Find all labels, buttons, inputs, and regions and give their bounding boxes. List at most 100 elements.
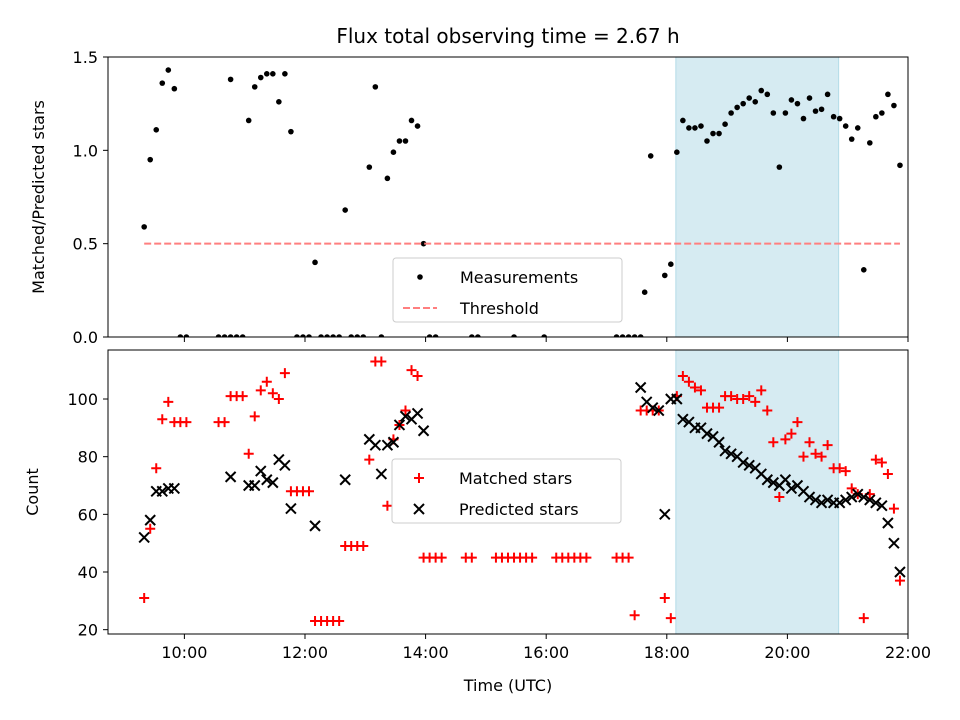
data-point [613,334,620,337]
bottom-panel: 10:00 12:00 14:00 16:00 18:00 20:00 22:00 20 40 6… [23,349,931,695]
data-point [840,466,851,477]
y-tick-label: 100 [67,390,98,409]
data-point [770,110,777,116]
data-point [852,488,864,500]
data-point [625,334,632,337]
data-point [776,164,783,170]
data-point [138,531,150,544]
data-point [239,334,246,337]
data-point [475,334,481,337]
data-point [710,130,716,137]
data-point [659,592,670,603]
highlight-span [675,56,840,338]
data-point [412,370,423,381]
data-point [683,376,694,387]
data-point [237,391,248,402]
legend-label: Matched stars [459,469,572,488]
data-point [870,454,881,465]
data-point [647,153,654,159]
data-point [279,459,291,472]
data-point [767,476,780,489]
data-point [686,125,692,131]
data-point [623,552,634,563]
data-point [157,414,168,425]
data-point [782,110,789,116]
data-point [848,136,855,142]
data-point [738,394,749,405]
data-point [846,491,858,503]
data-point [165,67,172,73]
data-point [369,439,382,451]
data-point [839,494,852,506]
data-point [378,334,385,337]
data-point [426,334,433,337]
data-point [891,102,897,109]
data-point [300,334,306,337]
data-point [786,428,797,439]
data-point [168,482,181,495]
data-point [224,471,237,483]
data-point [894,575,905,586]
data-point [306,334,312,337]
data-point [830,113,837,120]
data-point [888,537,900,549]
y-axis-label: Count [23,468,42,516]
data-point [870,497,882,509]
data-point [810,448,821,459]
data-point [804,437,815,448]
data-point [631,334,638,337]
data-point [701,427,713,440]
data-point [897,162,903,169]
data-point [381,439,394,451]
data-point [774,492,785,503]
data-point [764,91,771,98]
legend-label: Threshold [459,299,539,318]
data-point [147,156,154,163]
data-point [267,388,278,399]
data-point [668,261,674,268]
data-point [689,382,700,393]
data-point [366,164,373,170]
data-point [800,115,807,122]
data-point [714,402,725,413]
data-point [411,407,424,420]
data-point [145,523,156,534]
data-point [806,95,813,101]
data-point [177,334,184,337]
data-point [402,138,409,144]
data-point [743,459,755,472]
data-point [719,445,731,457]
data-point [387,436,400,448]
series-1 [139,356,905,627]
data-point [698,123,704,129]
data-point [282,71,288,77]
data-point [233,334,240,337]
data-point [821,494,834,506]
data-point [396,138,403,144]
data-point [375,468,388,480]
data-point [342,207,348,213]
data-point [740,100,746,107]
data-point [249,411,260,422]
data-point [227,334,234,337]
data-point [420,240,427,247]
axes-frame [107,56,909,338]
data-point [882,517,894,529]
data-point [836,115,843,122]
data-point [364,454,375,465]
data-point [713,436,725,448]
data-point [279,368,290,379]
legend-label: Measurements [460,268,578,287]
data-point [285,502,297,515]
plot-area [141,67,903,337]
data-point [215,334,222,337]
data-point [750,396,761,407]
data-point [324,334,330,337]
data-point [803,491,816,503]
data-point [267,476,279,489]
data-point [255,385,266,396]
data-point [704,138,710,144]
data-point [659,508,671,521]
data-point [641,289,648,296]
